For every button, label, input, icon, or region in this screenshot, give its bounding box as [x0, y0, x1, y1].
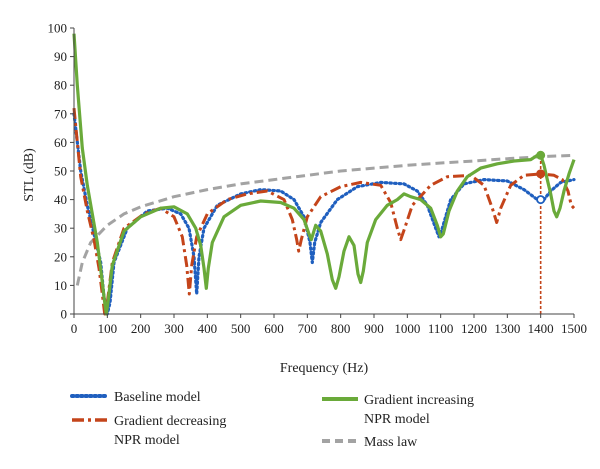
legend-label-mass-law: Mass law	[364, 435, 418, 450]
x-tick-label: 400	[198, 321, 218, 336]
x-tick-label: 200	[131, 321, 151, 336]
x-tick-label: 1200	[461, 321, 487, 336]
plot-axes	[70, 27, 575, 318]
legend-label-gradient-increasing: Gradient increasing NPR model	[364, 393, 478, 427]
x-tick-label: 1000	[394, 321, 420, 336]
x-tick-label: 1300	[494, 321, 520, 336]
gradient-increasing-series-line	[72, 33, 576, 316]
x-axis-title: Frequency (Hz)	[280, 361, 369, 376]
legend-item-baseline: Baseline model	[70, 390, 201, 405]
x-tick-label: 800	[331, 321, 351, 336]
x-tick-label: 500	[231, 321, 251, 336]
x-tick-label: 900	[364, 321, 384, 336]
x-tick-label: 100	[98, 321, 118, 336]
y-tick-label: 20	[54, 249, 67, 264]
y-tick-label: 10	[54, 278, 67, 293]
gradient-increasing-marker	[536, 150, 546, 160]
legend-item-mass-law: Mass law	[322, 435, 418, 450]
legend: Baseline model Gradient decreasing NPR m…	[70, 390, 478, 450]
legend-label-gradient-increasing-line2: NPR model	[364, 412, 430, 427]
y-tick-label: 70	[54, 106, 67, 121]
x-tick-label: 1400	[528, 321, 554, 336]
baseline-marker	[536, 195, 546, 205]
legend-label-gradient-decreasing-line1: Gradient decreasing	[114, 414, 226, 429]
x-tick-label: 700	[298, 321, 318, 336]
x-tick-label: 0	[71, 321, 78, 336]
legend-item-gradient-decreasing: Gradient decreasing NPR model	[72, 414, 230, 448]
legend-label-gradient-decreasing: Gradient decreasing NPR model	[114, 414, 230, 448]
legend-label-baseline: Baseline model	[114, 390, 201, 405]
x-tick-label: 1500	[561, 321, 587, 336]
legend-label-gradient-increasing-line1: Gradient increasing	[364, 393, 474, 408]
y-tick-label: 90	[54, 49, 67, 64]
y-axis-title: STL (dB)	[22, 148, 37, 202]
y-tick-label: 50	[54, 164, 67, 179]
legend-item-gradient-increasing: Gradient increasing NPR model	[322, 393, 478, 427]
mass-law-series-line	[75, 153, 575, 286]
gradient-decreasing-marker	[536, 169, 546, 179]
y-tick-label: 30	[54, 221, 67, 236]
y-tick-label: 60	[54, 135, 67, 150]
y-tick-label: 40	[54, 192, 67, 207]
x-tick-label: 300	[164, 321, 184, 336]
x-tick-label: 600	[264, 321, 284, 336]
x-tick-label: 1100	[428, 321, 454, 336]
plot-series-layer	[72, 33, 576, 316]
legend-label-gradient-decreasing-line2: NPR model	[114, 433, 180, 448]
gradient-decreasing-series-line	[72, 107, 576, 316]
y-tick-label: 0	[61, 307, 68, 322]
y-tick-label: 80	[54, 78, 67, 93]
y-tick-label: 100	[48, 21, 68, 36]
